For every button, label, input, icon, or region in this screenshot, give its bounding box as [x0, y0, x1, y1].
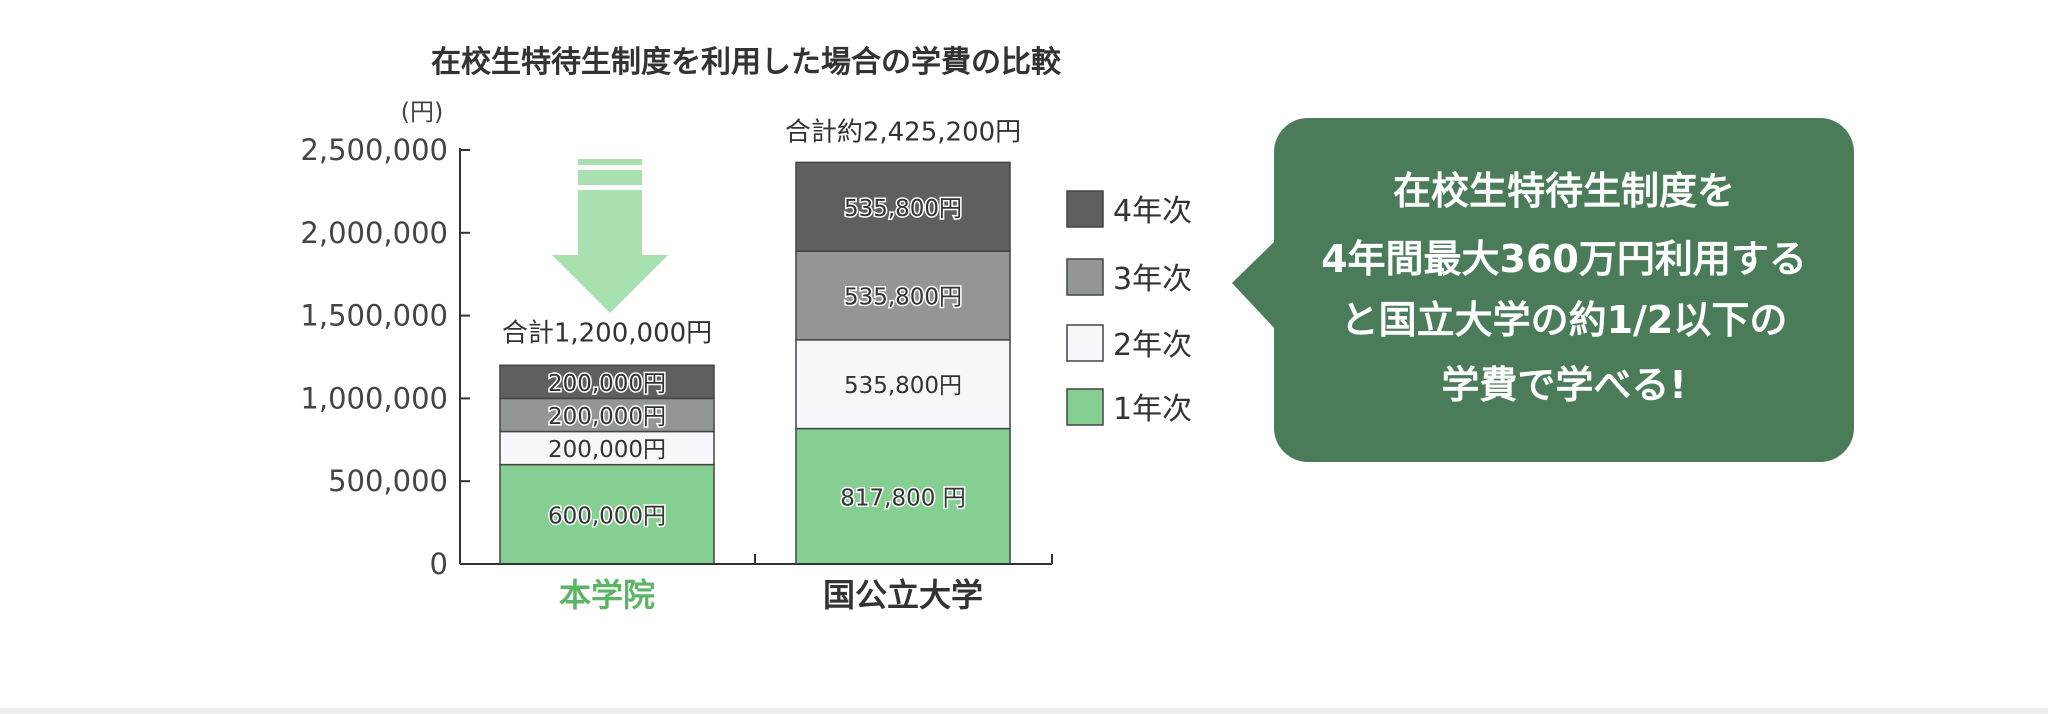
- y-axis-unit: (円): [401, 98, 444, 126]
- legend-item: 4年次: [1066, 190, 1192, 229]
- callout-bubble: 在校生特待生制度を 4年間最大360万円利用すると国立大学の約1/2以下の学費で学…: [1232, 118, 1854, 462]
- segment-value-label: 200,000円: [548, 404, 666, 430]
- callout-text-line: 4年間最大360万円利用する: [1321, 237, 1807, 281]
- category-label: 国公立大学: [823, 576, 983, 614]
- bar-segment-2年次: [795, 339, 1011, 430]
- bar-segment-4年次: [499, 364, 715, 400]
- segment-value-label: 535,800円: [844, 373, 962, 399]
- bar-segment-2年次: [499, 430, 715, 466]
- y-tick-label: 2,000,000: [300, 216, 448, 250]
- legend: 4年次 3年次 2年次 1年次: [1066, 190, 1192, 427]
- bar-segment-1年次: [795, 427, 1011, 565]
- legend-label: 2年次: [1113, 328, 1192, 363]
- callout-text-line: と国立大学の約1/2以下の: [1341, 298, 1788, 342]
- legend-swatch: [1066, 324, 1104, 362]
- y-tick-label: 500,000: [328, 464, 448, 498]
- segment-value-label: 600,000円: [548, 503, 666, 529]
- down-arrow-icon: [552, 159, 668, 313]
- legend-item: 1年次: [1066, 388, 1192, 427]
- legend-swatch: [1066, 190, 1104, 228]
- legend-label: 4年次: [1113, 194, 1192, 229]
- segment-value-label: 817,800 円: [840, 485, 965, 511]
- legend-item: 2年次: [1066, 324, 1192, 363]
- segment-value-label: 535,800円: [844, 284, 962, 310]
- bar-segment-3年次: [795, 250, 1011, 341]
- y-tick-label: 0: [430, 547, 448, 581]
- legend-swatch: [1066, 258, 1104, 296]
- category-label: 本学院: [559, 576, 655, 614]
- y-tick-label: 2,500,000: [300, 133, 448, 167]
- bar-total-label: 合計1,200,000円: [502, 318, 712, 348]
- legend-swatch: [1066, 388, 1104, 426]
- segment-value-label: 535,800円: [844, 196, 962, 222]
- legend-label: 1年次: [1113, 392, 1192, 427]
- bottom-divider: [0, 708, 2048, 714]
- callout-text-line: 在校生特待生制度を: [1393, 169, 1735, 213]
- legend-label: 3年次: [1113, 262, 1192, 297]
- legend-item: 3年次: [1066, 258, 1192, 297]
- y-tick-label: 1,000,000: [300, 381, 448, 415]
- bar-total-label: 合計約2,425,200円: [785, 117, 1021, 147]
- y-tick-label: 1,500,000: [300, 299, 448, 333]
- callout-text-line: 学費で学べる!: [1441, 363, 1686, 407]
- segment-value-label: 200,000円: [548, 371, 666, 397]
- bar-segment-4年次: [795, 161, 1011, 252]
- segment-value-label: 200,000円: [548, 437, 666, 463]
- bar-segment-1年次: [499, 463, 715, 565]
- chart-title: 在校生特待生制度を利用した場合の学費の比較: [431, 45, 1062, 80]
